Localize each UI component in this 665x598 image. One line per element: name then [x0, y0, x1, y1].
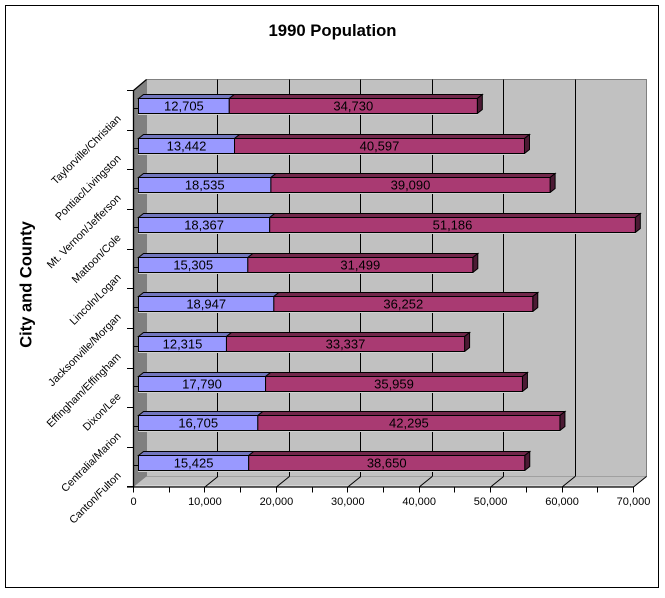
svg-text:40,000: 40,000 — [402, 496, 436, 508]
svg-text:12,315: 12,315 — [163, 336, 203, 351]
svg-text:20,000: 20,000 — [260, 496, 294, 508]
svg-text:18,535: 18,535 — [185, 177, 225, 192]
svg-text:16,705: 16,705 — [178, 415, 218, 430]
svg-text:34,730: 34,730 — [333, 98, 373, 113]
svg-text:39,090: 39,090 — [391, 177, 431, 192]
svg-text:12,705: 12,705 — [164, 98, 204, 113]
svg-text:42,295: 42,295 — [389, 415, 429, 430]
svg-text:31,499: 31,499 — [340, 257, 380, 272]
svg-text:60,000: 60,000 — [545, 496, 579, 508]
svg-text:18,947: 18,947 — [186, 296, 226, 311]
svg-text:35,959: 35,959 — [374, 376, 414, 391]
svg-text:36,252: 36,252 — [383, 296, 423, 311]
svg-text:33,337: 33,337 — [326, 336, 366, 351]
svg-text:38,650: 38,650 — [367, 455, 407, 470]
svg-text:15,425: 15,425 — [174, 455, 214, 470]
svg-text:15,305: 15,305 — [173, 257, 213, 272]
svg-text:30,000: 30,000 — [331, 496, 365, 508]
svg-text:50,000: 50,000 — [474, 496, 508, 508]
svg-text:40,597: 40,597 — [360, 138, 400, 153]
svg-text:City and County: City and County — [17, 220, 35, 347]
svg-text:70,000: 70,000 — [617, 496, 651, 508]
svg-text:1990 Population: 1990 Population — [269, 21, 397, 40]
svg-text:13,442: 13,442 — [167, 138, 207, 153]
svg-text:51,186: 51,186 — [433, 217, 473, 232]
svg-text:10,000: 10,000 — [188, 496, 222, 508]
svg-text:17,790: 17,790 — [182, 376, 222, 391]
svg-text:0: 0 — [130, 496, 136, 508]
svg-text:18,367: 18,367 — [184, 217, 224, 232]
